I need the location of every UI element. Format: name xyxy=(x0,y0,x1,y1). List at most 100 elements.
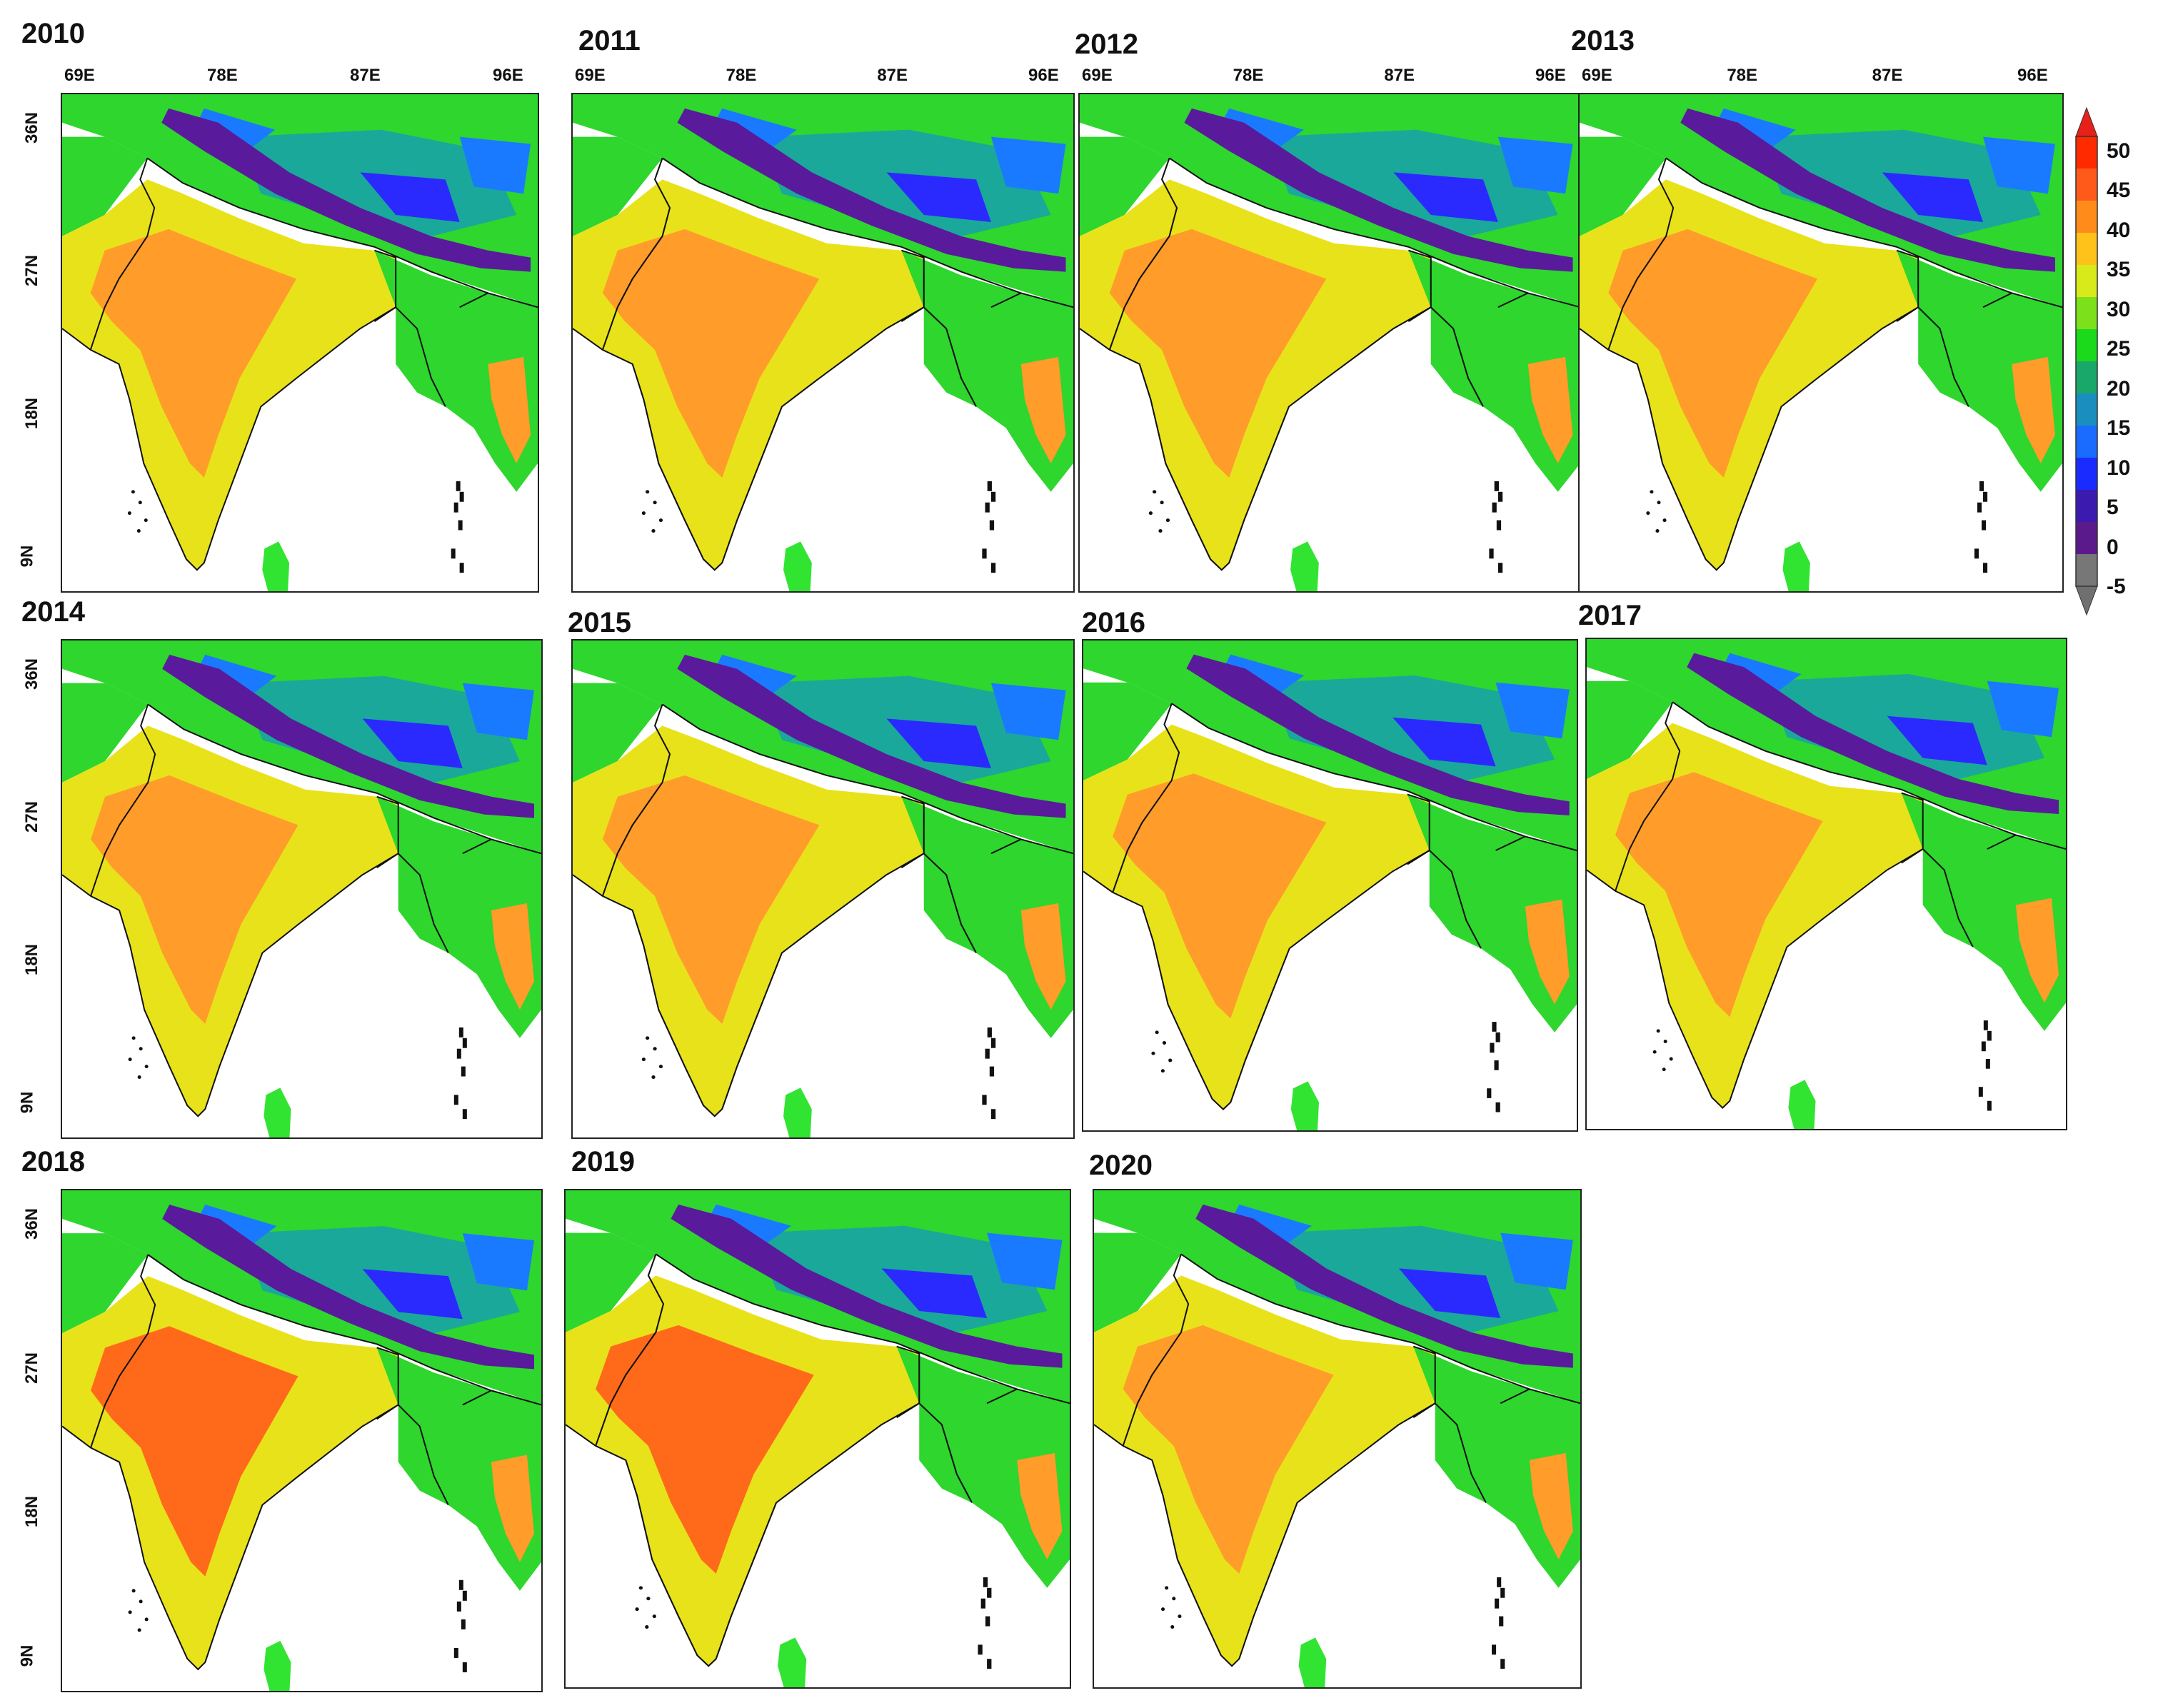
country-borders xyxy=(1615,701,2066,948)
hot-core xyxy=(1109,228,1327,478)
island-dot xyxy=(651,529,656,533)
colorbar-segment xyxy=(2076,458,2097,490)
coastline xyxy=(62,853,399,1117)
colorbar-segment xyxy=(2076,554,2097,586)
myanmar-warm xyxy=(488,356,531,464)
pakistan-region xyxy=(62,683,149,783)
colorbar-top-arrow xyxy=(2075,107,2098,137)
island xyxy=(987,1587,992,1598)
map-panel-2011 xyxy=(571,93,1075,593)
hot-core xyxy=(602,775,820,1024)
northeast-region xyxy=(1408,250,1580,492)
island xyxy=(1977,502,1982,513)
pakistan-region xyxy=(1080,136,1170,236)
island xyxy=(989,520,995,531)
longitude-label: 69E xyxy=(1582,66,1612,85)
island xyxy=(461,1066,466,1077)
map-panel-2014 xyxy=(61,639,543,1139)
map-svg xyxy=(1587,639,2066,1129)
cold-patch xyxy=(1398,1268,1501,1318)
northeast-region xyxy=(1407,794,1577,1033)
island xyxy=(1978,1087,1983,1097)
cold-patch xyxy=(362,718,463,768)
latitude-label: 36N xyxy=(22,658,42,690)
colorbar-tick-label: 40 xyxy=(2107,218,2131,242)
island-dot xyxy=(645,1625,649,1629)
country-borders xyxy=(1112,703,1577,949)
island xyxy=(982,1095,987,1105)
island xyxy=(462,1662,467,1672)
island-dot xyxy=(1158,529,1163,533)
colorbar-segment xyxy=(2076,169,2097,201)
island xyxy=(1495,1598,1500,1609)
island xyxy=(1497,491,1503,502)
pakistan-region xyxy=(1083,682,1172,780)
island xyxy=(1985,1059,1990,1069)
colorbar-segment xyxy=(2076,201,2097,233)
island-dot xyxy=(1662,518,1667,523)
island xyxy=(978,1644,983,1655)
sri-lanka xyxy=(264,1087,291,1137)
island xyxy=(1499,1616,1504,1627)
longitude-label: 87E xyxy=(350,66,381,85)
island xyxy=(1494,1060,1499,1070)
island xyxy=(990,1038,996,1048)
colorbar-tick-label: -5 xyxy=(2107,575,2126,598)
island-dot xyxy=(139,1599,143,1604)
island xyxy=(985,1048,990,1059)
sri-lanka xyxy=(1788,1080,1816,1129)
island xyxy=(1495,1102,1500,1112)
island xyxy=(1983,1020,1988,1030)
country-borders xyxy=(595,1253,1070,1503)
sri-lanka xyxy=(1782,541,1810,591)
sri-lanka xyxy=(1290,1081,1320,1130)
panel-year-label: 2010 xyxy=(21,18,85,49)
longitude-label: 78E xyxy=(1727,66,1758,85)
island-dot xyxy=(1160,1069,1165,1073)
cold-patch xyxy=(886,718,991,768)
northeast-region xyxy=(1901,793,2066,1031)
island-dot xyxy=(651,1075,656,1079)
colorbar-tick-label: 30 xyxy=(2107,297,2131,321)
colorbar-tick-label: 25 xyxy=(2107,337,2131,361)
himalaya-band xyxy=(162,654,534,818)
cold-patch xyxy=(360,172,460,222)
map-svg xyxy=(566,1190,1070,1687)
latitude-label: 18N xyxy=(22,1496,42,1528)
colorbar-frame xyxy=(2075,136,2098,587)
country-borders xyxy=(1607,157,2062,407)
colorbar-segment xyxy=(2076,361,2097,393)
latitude-label: 9N xyxy=(17,545,37,568)
hot-core xyxy=(1615,772,1823,1018)
myanmar-warm xyxy=(1527,356,1573,464)
pakistan-region xyxy=(1587,680,1673,779)
pakistan-region xyxy=(573,683,663,783)
island-dot xyxy=(137,1075,141,1079)
latitude-label: 36N xyxy=(22,1207,42,1240)
panel-year-label: 2017 xyxy=(1578,600,1642,631)
island xyxy=(1987,1030,1992,1041)
island xyxy=(1500,1587,1505,1598)
island-dot xyxy=(1662,1068,1666,1072)
island xyxy=(458,520,463,531)
island xyxy=(1497,563,1503,573)
colorbar-segment xyxy=(2076,136,2097,169)
sri-lanka xyxy=(262,541,290,591)
northeast-region xyxy=(1413,1346,1580,1588)
pakistan-region xyxy=(573,136,663,236)
hot-core xyxy=(90,228,297,478)
island-dot xyxy=(1646,511,1650,516)
map-panel-2019 xyxy=(564,1189,1071,1689)
colorbar-tick-label: 10 xyxy=(2107,456,2131,480)
colorbar-bottom-arrow xyxy=(2075,586,2098,616)
colorbar-segment xyxy=(2076,297,2097,329)
pakistan-region xyxy=(1094,1232,1181,1332)
longitude-label: 69E xyxy=(64,66,95,85)
latitude-label: 9N xyxy=(17,1091,37,1114)
longitude-label: 96E xyxy=(1535,66,1566,85)
panel-year-label: 2020 xyxy=(1089,1150,1153,1181)
map-panel-2020 xyxy=(1093,1189,1582,1689)
island xyxy=(1487,1088,1492,1098)
island-dot xyxy=(1663,1040,1667,1043)
himalaya-band xyxy=(1687,653,2059,814)
